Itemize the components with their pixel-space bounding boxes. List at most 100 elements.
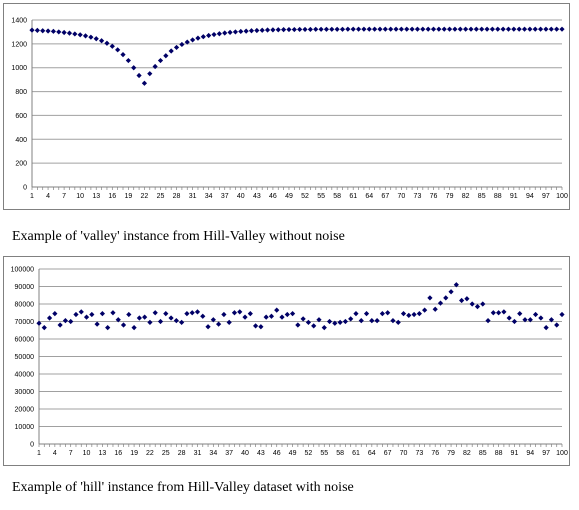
x-tick-label: 25 [157, 193, 165, 200]
data-point [342, 318, 349, 325]
x-tick-label: 82 [462, 193, 470, 200]
data-point [147, 319, 153, 325]
data-point [61, 29, 67, 36]
data-point [406, 312, 412, 318]
data-point [77, 32, 83, 38]
y-tick-label: 100000 [11, 267, 34, 274]
x-tick-label: 91 [510, 193, 518, 200]
data-point [385, 310, 391, 316]
data-point [104, 40, 110, 46]
data-point [57, 322, 63, 328]
data-point [120, 322, 127, 328]
data-point [173, 318, 179, 324]
x-tick-label: 52 [301, 193, 309, 200]
data-point [469, 301, 475, 307]
x-tick-label: 28 [178, 450, 186, 457]
hill-chart-frame: 0 10000 20000 30000 40000 50000 60000 70000 8000… [3, 256, 570, 466]
data-point [216, 321, 222, 327]
x-tick-label: 70 [400, 450, 408, 457]
data-point [305, 319, 312, 325]
x-tick-label: 10 [83, 450, 91, 457]
data-point [554, 322, 560, 328]
x-tick-label: 73 [415, 450, 423, 457]
data-point [409, 26, 415, 32]
x-tick-label: 43 [257, 450, 265, 457]
x-tick-label: 37 [225, 450, 233, 457]
data-point [390, 318, 396, 324]
x-tick-label: 73 [414, 193, 422, 200]
data-point [457, 26, 463, 32]
x-tick-label: 100 [556, 193, 568, 200]
data-point [532, 311, 539, 318]
data-point [441, 26, 447, 32]
data-point [66, 30, 73, 36]
x-tick-label: 31 [189, 193, 197, 200]
data-point [302, 26, 308, 33]
data-point [326, 318, 333, 325]
data-point [548, 26, 554, 32]
data-point [157, 57, 164, 64]
x-tick-label: 49 [285, 193, 293, 200]
x-tick-label: 46 [269, 193, 277, 200]
data-point [543, 26, 549, 32]
x-tick-label: 13 [92, 193, 100, 200]
data-point [432, 306, 438, 312]
x-tick-label: 91 [511, 450, 519, 457]
data-point [316, 317, 322, 323]
data-point [473, 26, 479, 32]
data-point [41, 325, 47, 331]
data-point [227, 29, 233, 36]
data-point [93, 36, 99, 42]
data-point [436, 26, 442, 32]
data-point [136, 315, 142, 321]
x-tick-label: 37 [221, 193, 229, 200]
data-point [453, 282, 459, 288]
data-point [501, 309, 507, 315]
data-point [464, 296, 470, 302]
data-point [506, 315, 512, 321]
data-point [538, 315, 544, 321]
data-point [474, 304, 481, 310]
data-point [372, 26, 378, 32]
data-point [115, 47, 121, 53]
hill-chart-caption: Example of 'hill' instance from Hill-Val… [12, 480, 354, 495]
data-point [189, 310, 195, 316]
x-tick-label: 94 [526, 450, 534, 457]
data-point [527, 26, 533, 32]
data-point [395, 319, 401, 325]
x-tick-label: 88 [495, 450, 503, 457]
data-point [527, 317, 533, 323]
data-point [379, 311, 385, 317]
data-point [279, 314, 285, 320]
x-tick-label: 49 [289, 450, 297, 457]
data-point [259, 27, 265, 33]
data-point [46, 315, 53, 321]
data-point [115, 317, 121, 323]
x-tick-label: 4 [46, 193, 50, 200]
data-point [211, 31, 217, 38]
data-point [500, 26, 506, 32]
data-point [323, 26, 330, 32]
x-tick-label: 7 [69, 450, 73, 457]
x-tick-label: 67 [381, 193, 389, 200]
data-point [194, 309, 201, 315]
x-tick-label: 40 [237, 193, 245, 200]
x-tick-label: 7 [62, 193, 66, 200]
data-point [361, 26, 367, 32]
data-point [388, 26, 394, 32]
data-point [559, 26, 565, 32]
data-point [254, 27, 260, 34]
data-point [300, 316, 306, 322]
valley-chart: 0 200 400 600 800 1000 1200 1400 1 4 7 10 13 16 19 22 25… [11, 18, 568, 201]
data-point [52, 311, 58, 317]
data-point [554, 26, 560, 32]
x-tick-label: 10 [76, 193, 84, 200]
data-point [281, 27, 287, 33]
data-point [289, 311, 296, 317]
x-tick-label: 61 [352, 450, 360, 457]
data-point [136, 72, 142, 79]
data-point [522, 317, 528, 323]
y-tick-label: 60000 [15, 337, 35, 344]
data-point [168, 315, 174, 321]
data-point [374, 318, 380, 324]
